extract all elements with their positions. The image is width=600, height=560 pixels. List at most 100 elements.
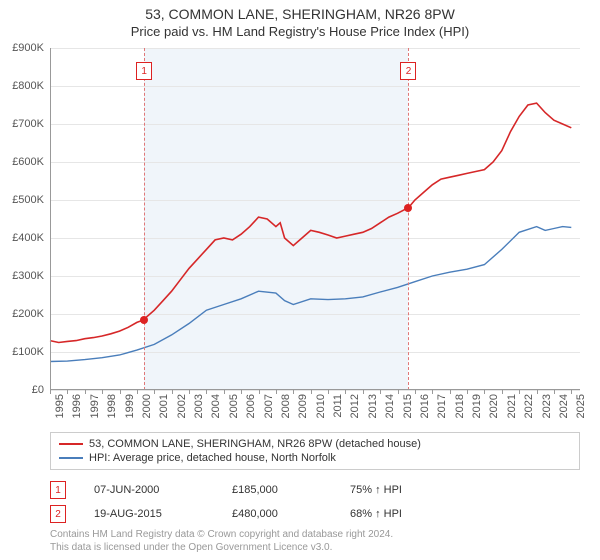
x-tick-label: 2017 <box>436 394 448 418</box>
x-tick-label: 2018 <box>454 394 466 418</box>
y-tick-label: £700K <box>12 118 44 130</box>
x-tick <box>189 390 190 394</box>
x-tick <box>224 390 225 394</box>
x-tick-label: 2000 <box>141 394 153 418</box>
x-tick <box>206 390 207 394</box>
x-tick-label: 2021 <box>506 394 518 418</box>
x-tick-label: 2009 <box>297 394 309 418</box>
x-tick <box>537 390 538 394</box>
x-tick <box>484 390 485 394</box>
x-tick-label: 1996 <box>71 394 83 418</box>
x-tick <box>345 390 346 394</box>
legend: 53, COMMON LANE, SHERINGHAM, NR26 8PW (d… <box>50 432 580 470</box>
x-tick <box>502 390 503 394</box>
x-tick-label: 2004 <box>210 394 222 418</box>
sale-marker-box: 1 <box>136 62 152 80</box>
legend-item-price: 53, COMMON LANE, SHERINGHAM, NR26 8PW (d… <box>59 437 571 451</box>
x-tick-label: 2011 <box>332 394 344 418</box>
x-tick-label: 1999 <box>124 394 136 418</box>
sale-dot <box>404 204 412 212</box>
x-tick <box>467 390 468 394</box>
sale-price: £480,000 <box>232 508 322 520</box>
plot-area: £0£100K£200K£300K£400K£500K£600K£700K£80… <box>50 48 580 390</box>
sale-marker-box: 2 <box>400 62 416 80</box>
x-tick <box>398 390 399 394</box>
x-tick <box>276 390 277 394</box>
x-tick <box>450 390 451 394</box>
x-tick-label: 2023 <box>541 394 553 418</box>
sale-index-badge: 1 <box>50 481 66 499</box>
x-tick <box>120 390 121 394</box>
x-tick-label: 2001 <box>158 394 170 418</box>
x-tick <box>415 390 416 394</box>
x-tick <box>172 390 173 394</box>
x-tick <box>311 390 312 394</box>
x-tick <box>85 390 86 394</box>
x-tick-label: 2012 <box>349 394 361 418</box>
y-tick-label: £300K <box>12 270 44 282</box>
chart-title: 53, COMMON LANE, SHERINGHAM, NR26 8PW <box>0 0 600 22</box>
legend-item-hpi: HPI: Average price, detached house, Nort… <box>59 451 571 465</box>
x-tick <box>50 390 51 394</box>
x-tick <box>259 390 260 394</box>
x-tick-label: 2003 <box>193 394 205 418</box>
x-tick-label: 2014 <box>384 394 396 418</box>
sale-dot <box>140 316 148 324</box>
y-tick-label: £0 <box>32 384 44 396</box>
legend-swatch-hpi <box>59 457 83 459</box>
y-tick-label: £200K <box>12 308 44 320</box>
x-tick-label: 2002 <box>176 394 188 418</box>
x-tick-label: 2013 <box>367 394 379 418</box>
x-tick <box>67 390 68 394</box>
x-tick <box>432 390 433 394</box>
x-tick-label: 2007 <box>263 394 275 418</box>
x-tick-label: 2020 <box>488 394 500 418</box>
x-tick-label: 2006 <box>245 394 257 418</box>
x-tick-label: 1995 <box>54 394 66 418</box>
y-tick-label: £500K <box>12 194 44 206</box>
x-tick <box>154 390 155 394</box>
x-tick <box>241 390 242 394</box>
footnote: Contains HM Land Registry data © Crown c… <box>50 528 393 554</box>
sale-date: 07-JUN-2000 <box>94 484 204 496</box>
legend-label-price: 53, COMMON LANE, SHERINGHAM, NR26 8PW (d… <box>89 438 421 450</box>
x-tick <box>363 390 364 394</box>
y-axis <box>50 48 51 390</box>
x-tick-label: 2010 <box>315 394 327 418</box>
sale-hpi: 68% ↑ HPI <box>350 508 430 520</box>
sale-vline <box>408 48 409 390</box>
x-tick <box>328 390 329 394</box>
y-tick-label: £600K <box>12 156 44 168</box>
x-tick <box>102 390 103 394</box>
x-tick <box>571 390 572 394</box>
x-tick-label: 2024 <box>558 394 570 418</box>
x-tick <box>554 390 555 394</box>
legend-swatch-price <box>59 443 83 445</box>
x-tick-label: 2022 <box>523 394 535 418</box>
x-tick-label: 2005 <box>228 394 240 418</box>
sale-index-badge: 2 <box>50 505 66 523</box>
series-price-paid <box>50 103 571 342</box>
x-tick <box>380 390 381 394</box>
footnote-line: This data is licensed under the Open Gov… <box>50 541 393 554</box>
x-tick-label: 1998 <box>106 394 118 418</box>
chart-subtitle: Price paid vs. HM Land Registry's House … <box>0 22 600 39</box>
sale-hpi: 75% ↑ HPI <box>350 484 430 496</box>
sales-row: 2 19-AUG-2015 £480,000 68% ↑ HPI <box>50 502 580 526</box>
sales-table: 1 07-JUN-2000 £185,000 75% ↑ HPI 2 19-AU… <box>50 478 580 526</box>
x-tick-label: 1997 <box>89 394 101 418</box>
x-tick-label: 2019 <box>471 394 483 418</box>
sale-vline <box>144 48 145 390</box>
series-hpi <box>50 227 571 362</box>
y-tick-label: £900K <box>12 42 44 54</box>
x-tick <box>293 390 294 394</box>
line-layer <box>50 48 580 390</box>
y-tick-label: £100K <box>12 346 44 358</box>
legend-label-hpi: HPI: Average price, detached house, Nort… <box>89 452 336 464</box>
chart-container: { "title": { "main": "53, COMMON LANE, S… <box>0 0 600 560</box>
x-tick-label: 2015 <box>402 394 414 418</box>
sales-row: 1 07-JUN-2000 £185,000 75% ↑ HPI <box>50 478 580 502</box>
y-tick-label: £800K <box>12 80 44 92</box>
x-tick <box>137 390 138 394</box>
sale-price: £185,000 <box>232 484 322 496</box>
